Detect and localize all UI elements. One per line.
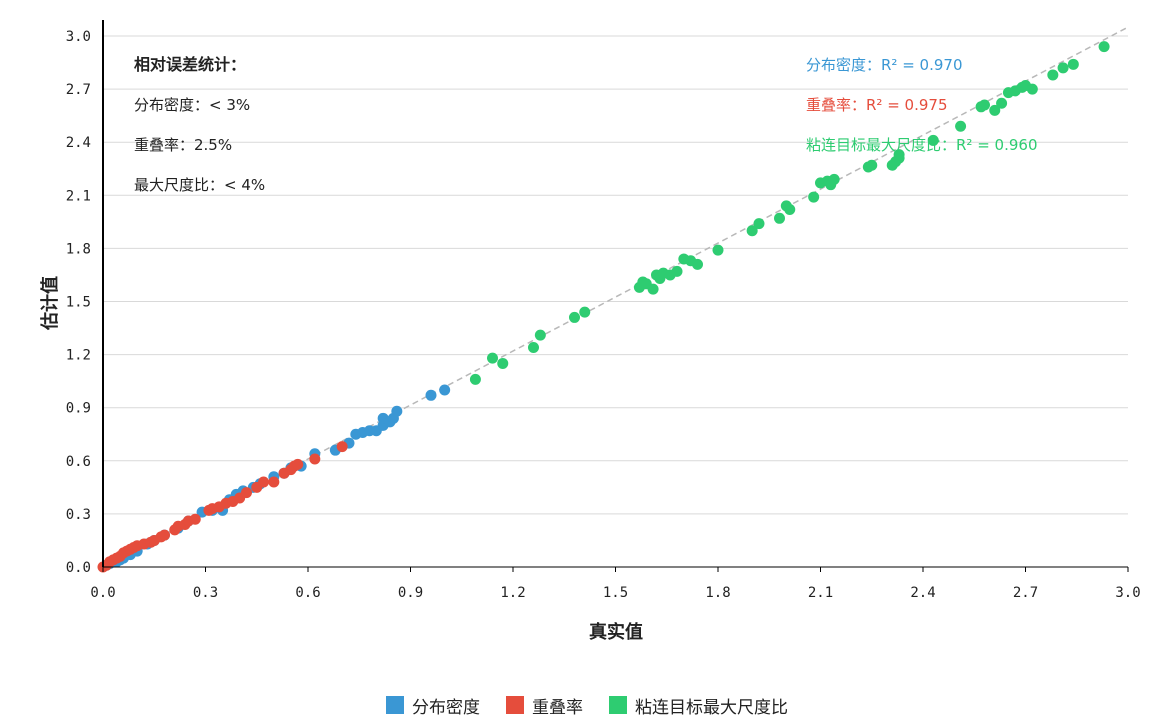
r2-density: 分布密度：R² = 0.970 (806, 56, 962, 74)
x-axis-title: 真实值 (589, 621, 643, 643)
stats-overlap: 重叠率：2.5% (134, 136, 232, 154)
point-overlap (189, 513, 201, 525)
x-tick-label: 2.4 (910, 585, 935, 601)
x-tick-label: 1.5 (603, 585, 628, 601)
y-tick-label: 3.0 (66, 29, 91, 45)
point-max-scale (979, 99, 990, 111)
legend-item-max-scale[interactable]: 粘连目标最大尺度比 (609, 693, 788, 718)
point-max-scale (1047, 69, 1059, 81)
y-tick-label: 0.0 (66, 560, 91, 576)
stats-density: 分布密度：< 3% (134, 96, 250, 114)
point-density (391, 405, 403, 417)
point-max-scale (569, 311, 580, 323)
legend-swatch-max-scale (609, 696, 627, 714)
x-tick-label: 2.1 (808, 585, 833, 601)
point-max-scale (1057, 62, 1069, 74)
r2-overlap: 重叠率：R² = 0.975 (806, 96, 947, 114)
point-max-scale (1098, 41, 1110, 53)
point-max-scale (647, 283, 659, 295)
legend-item-overlap[interactable]: 重叠率 (506, 693, 583, 718)
point-max-scale (469, 373, 481, 385)
y-tick-labels: 0.0 0.3 0.6 0.9 1.2 1.5 1.8 2.1 2.4 2.7 3.0 (66, 29, 91, 576)
point-max-scale (828, 173, 840, 185)
scatter-chart: 0.0 0.3 0.6 0.9 1.2 1.5 1.8 2.1 2.4 2.7 3.0 0.0 0.3… (39, 20, 1141, 643)
legend-label-overlap: 重叠率 (532, 697, 583, 718)
stats-title: 相对误差统计： (134, 55, 246, 74)
data-points (97, 41, 1110, 573)
y-tick-label: 1.8 (66, 241, 91, 257)
point-max-scale (753, 218, 765, 230)
point-overlap (159, 529, 170, 541)
point-overlap (268, 476, 280, 488)
point-max-scale (746, 225, 758, 237)
y-tick-label: 1.5 (66, 295, 91, 311)
point-density (439, 384, 451, 396)
x-tick-label: 0.3 (193, 585, 218, 601)
point-max-scale (497, 357, 509, 369)
legend-label-density: 分布密度 (412, 697, 480, 718)
r2-max-scale: 粘连目标最大尺度比：R² = 0.960 (806, 136, 1037, 154)
point-max-scale (712, 244, 724, 256)
point-max-scale (784, 203, 796, 215)
point-max-scale (996, 97, 1008, 109)
y-tick-label: 2.4 (66, 135, 91, 151)
point-max-scale (487, 352, 498, 364)
stats-annotation: 相对误差统计： 分布密度：< 3% 重叠率：2.5% 最大尺度比：< 4% (134, 55, 265, 194)
legend-item-density[interactable]: 分布密度 (386, 693, 480, 718)
legend-swatch-density (386, 696, 404, 714)
y-axis-title: 估计值 (39, 276, 61, 331)
point-overlap (292, 458, 304, 470)
point-max-scale (534, 329, 546, 341)
r2-annotations: 分布密度：R² = 0.970 重叠率：R² = 0.975 粘连目标最大尺度比… (806, 56, 1037, 154)
point-max-scale (955, 120, 967, 132)
point-overlap (241, 487, 252, 499)
y-tick-label: 0.9 (66, 401, 91, 417)
point-overlap (258, 476, 270, 488)
y-tick-label: 2.7 (66, 82, 91, 98)
x-tick-label: 0.0 (90, 585, 115, 601)
legend-swatch-overlap (506, 696, 524, 714)
point-max-scale (774, 212, 785, 224)
point-density (425, 389, 437, 401)
x-tick-label: 3.0 (1115, 585, 1140, 601)
point-max-scale (671, 265, 683, 277)
x-tick-label: 0.9 (398, 585, 423, 601)
legend-label-max-scale: 粘连目标最大尺度比 (635, 697, 788, 718)
x-tick-label: 1.8 (705, 585, 730, 601)
y-tick-label: 1.2 (66, 348, 91, 364)
x-tick-labels: 0.0 0.3 0.6 0.9 1.2 1.5 1.8 2.1 2.4 2.7 3.0 (90, 567, 1141, 601)
y-tick-label: 0.6 (66, 454, 91, 470)
point-max-scale (692, 258, 703, 270)
x-tick-label: 0.6 (295, 585, 320, 601)
point-overlap (309, 453, 321, 465)
stats-max-scale: 最大尺度比：< 4% (134, 176, 265, 194)
point-max-scale (1067, 58, 1079, 70)
point-max-scale (927, 134, 939, 146)
point-max-scale (1026, 83, 1038, 95)
x-tick-label: 2.7 (1013, 585, 1038, 601)
point-max-scale (866, 159, 878, 171)
point-max-scale (808, 191, 820, 203)
point-max-scale (893, 149, 905, 161)
point-overlap (336, 441, 348, 453)
point-max-scale (989, 104, 1001, 116)
legend: 分布密度 重叠率 粘连目标最大尺度比 (0, 690, 1174, 720)
y-tick-label: 0.3 (66, 507, 91, 523)
point-max-scale (528, 342, 539, 354)
point-max-scale (579, 306, 591, 318)
grid-lines (103, 35, 1128, 515)
x-tick-label: 1.2 (500, 585, 525, 601)
y-tick-label: 2.1 (66, 188, 91, 204)
